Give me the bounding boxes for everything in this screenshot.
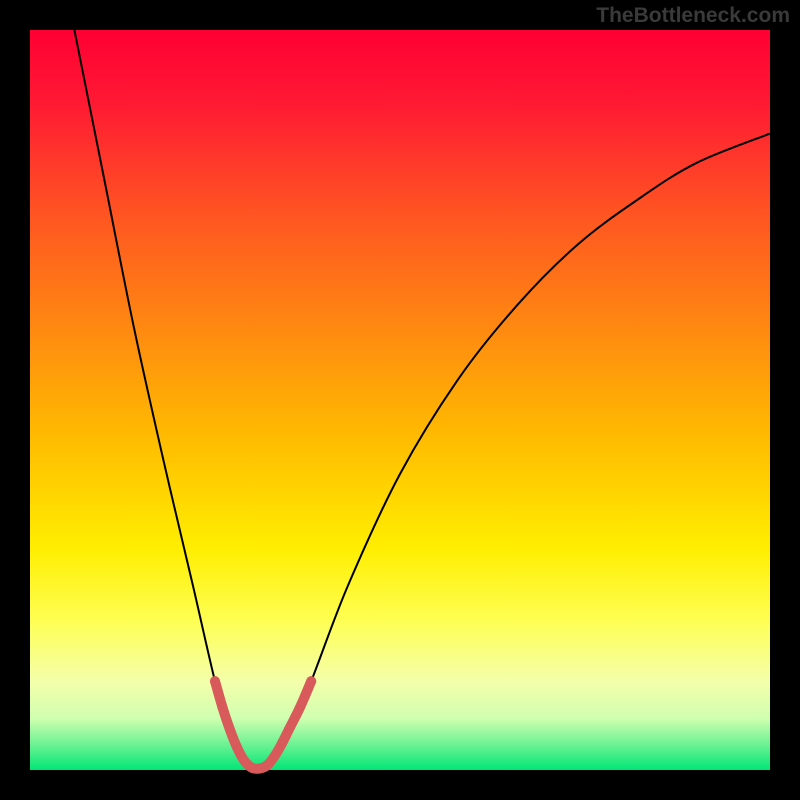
curve-minimum-dot bbox=[232, 743, 242, 753]
curve-minimum-dot bbox=[277, 739, 287, 749]
watermark-text: TheBottleneck.com bbox=[596, 4, 790, 28]
curve-minimum-dot bbox=[306, 676, 316, 686]
curve-minimum-dot bbox=[217, 702, 227, 712]
chart-background bbox=[30, 30, 770, 770]
curve-minimum-dot bbox=[240, 756, 250, 766]
curve-minimum-dot bbox=[284, 724, 294, 734]
curve-minimum-dot bbox=[225, 724, 235, 734]
curve-minimum-dot bbox=[269, 752, 279, 762]
chart-container: TheBottleneck.com bbox=[0, 0, 800, 800]
bottleneck-chart bbox=[0, 0, 800, 800]
curve-minimum-dot bbox=[210, 676, 220, 686]
curve-minimum-dot bbox=[295, 702, 305, 712]
curve-minimum-dot bbox=[262, 761, 272, 771]
